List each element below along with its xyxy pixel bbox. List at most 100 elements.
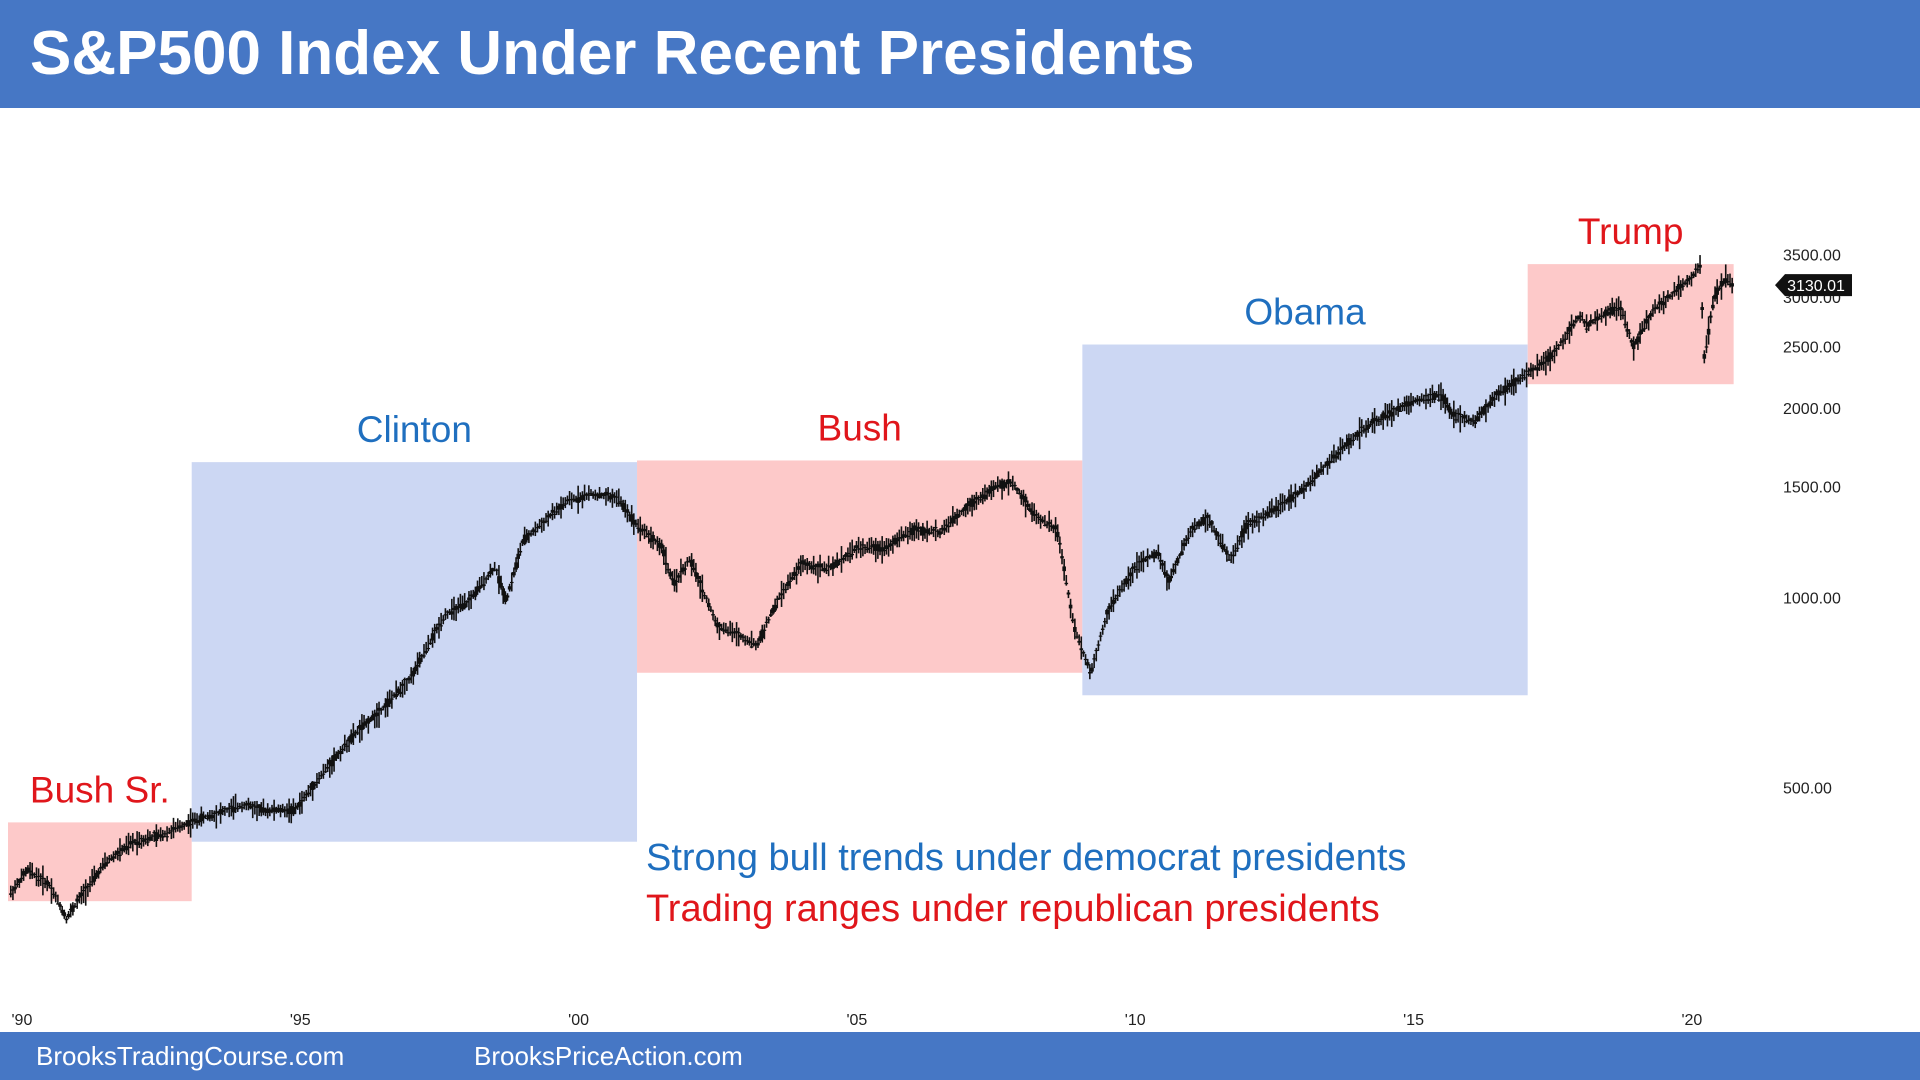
price-bar-body [283, 809, 287, 811]
price-bar-body [218, 809, 223, 815]
price-bar-body [415, 664, 420, 667]
price-bar-body [280, 808, 285, 813]
price-bar-body [1661, 301, 1666, 306]
price-bar-body [38, 875, 43, 877]
price-bar-body [1068, 604, 1073, 609]
price-bar-body [1216, 535, 1221, 537]
price-bar-body [73, 905, 77, 908]
price-bar-body [445, 611, 450, 613]
price-bar-body [893, 537, 897, 545]
price-bar-body [1447, 406, 1452, 413]
price-bar-body [1537, 363, 1542, 366]
price-bar-body [621, 503, 625, 510]
price-bar-body [1000, 480, 1004, 489]
price-bar-body [1137, 561, 1141, 563]
price-bar-body [1169, 575, 1174, 579]
price-bar-body [325, 767, 330, 769]
price-bar-body [304, 793, 309, 796]
price-bar-body [268, 809, 272, 813]
price-bar-body [17, 878, 22, 883]
price-bar-body [1259, 516, 1263, 519]
price-bar-body [1593, 318, 1597, 321]
price-bar-body [749, 646, 754, 648]
term-box-3 [1082, 344, 1528, 696]
price-bar-body [1719, 280, 1724, 287]
price-bar-body [1180, 551, 1184, 556]
price-bar-body [625, 509, 630, 513]
price-bar-body [1173, 563, 1178, 566]
footer-link-price-action[interactable]: BrooksPriceAction.com [474, 1041, 743, 1071]
price-bar-body [274, 810, 279, 813]
price-bar-body [584, 493, 589, 495]
price-bar-body [8, 893, 13, 895]
price-bar-body [1529, 368, 1533, 372]
price-bar-body [533, 531, 538, 533]
price-bar-body [1255, 516, 1259, 518]
price-bar-body [494, 569, 499, 571]
price-bar-body [1372, 417, 1377, 420]
price-bar-body [580, 495, 585, 501]
footer-link-trading-course[interactable]: BrooksTradingCourse.com [36, 1041, 345, 1071]
price-bar-body [257, 804, 261, 809]
price-bar-body [1040, 519, 1045, 522]
price-bar-body [1454, 419, 1458, 421]
price-bar-body [726, 632, 730, 634]
price-bar-body [1295, 491, 1300, 496]
price-bar-body [1192, 528, 1197, 531]
price-bar-body [1715, 287, 1719, 295]
price-bar-body [1025, 504, 1030, 507]
price-bar-body [480, 585, 484, 587]
price-bar-body [747, 641, 752, 644]
price-bar-body [807, 563, 812, 565]
price-bar-body [355, 732, 360, 734]
price-bar-body [1629, 340, 1634, 343]
price-bar-body [751, 643, 756, 645]
price-bar-body [713, 620, 717, 622]
price-bar-body [1535, 367, 1540, 371]
price-bar-body [910, 527, 914, 536]
price-bar-body [1580, 319, 1585, 321]
price-bar-body [137, 842, 142, 845]
price-bar-body [619, 501, 623, 503]
price-bar-body [1100, 628, 1105, 631]
price-bar-body [1246, 519, 1251, 523]
price-bar-body [1627, 332, 1632, 334]
price-bar-body [43, 882, 47, 885]
price-bar-body [244, 803, 249, 806]
price-bar-body [1113, 598, 1118, 600]
price-bar-body [216, 811, 221, 814]
price-bar-body [1272, 508, 1276, 512]
price-bar-body [15, 883, 20, 885]
price-bar-body [1167, 576, 1171, 583]
price-bar-body [869, 545, 874, 547]
price-bar-body [1443, 397, 1448, 405]
price-bar-body [287, 808, 291, 815]
price-bar-body [901, 534, 906, 538]
price-bar-body [1565, 332, 1570, 334]
price-bar-body [657, 542, 662, 548]
price-bar-body [1681, 285, 1685, 287]
price-bar-body [1088, 671, 1092, 674]
price-bar-body [1370, 418, 1375, 424]
price-bar-body [1096, 644, 1101, 646]
price-bar-body [295, 805, 300, 808]
price-bar-body [135, 841, 139, 846]
price-bar-body [300, 800, 304, 802]
price-bar-body [471, 594, 476, 598]
price-bar-body [1430, 398, 1435, 400]
price-bar-body [1672, 290, 1677, 293]
price-bar-body [593, 494, 598, 497]
price-bar-body [1227, 559, 1231, 561]
price-bar-body [357, 725, 362, 729]
price-bar-body [1199, 522, 1203, 525]
price-bar-body [572, 498, 576, 501]
price-bar-body [1314, 472, 1319, 478]
price-bar-body [1586, 322, 1591, 327]
price-bar-body [974, 497, 979, 500]
price-bar-body [1220, 544, 1225, 550]
price-bar-body [811, 567, 816, 570]
price-bar-body [1300, 487, 1304, 493]
price-bar-body [828, 566, 833, 568]
price-bar-body [1392, 407, 1396, 410]
x-tick-label: '05 [846, 1012, 867, 1029]
